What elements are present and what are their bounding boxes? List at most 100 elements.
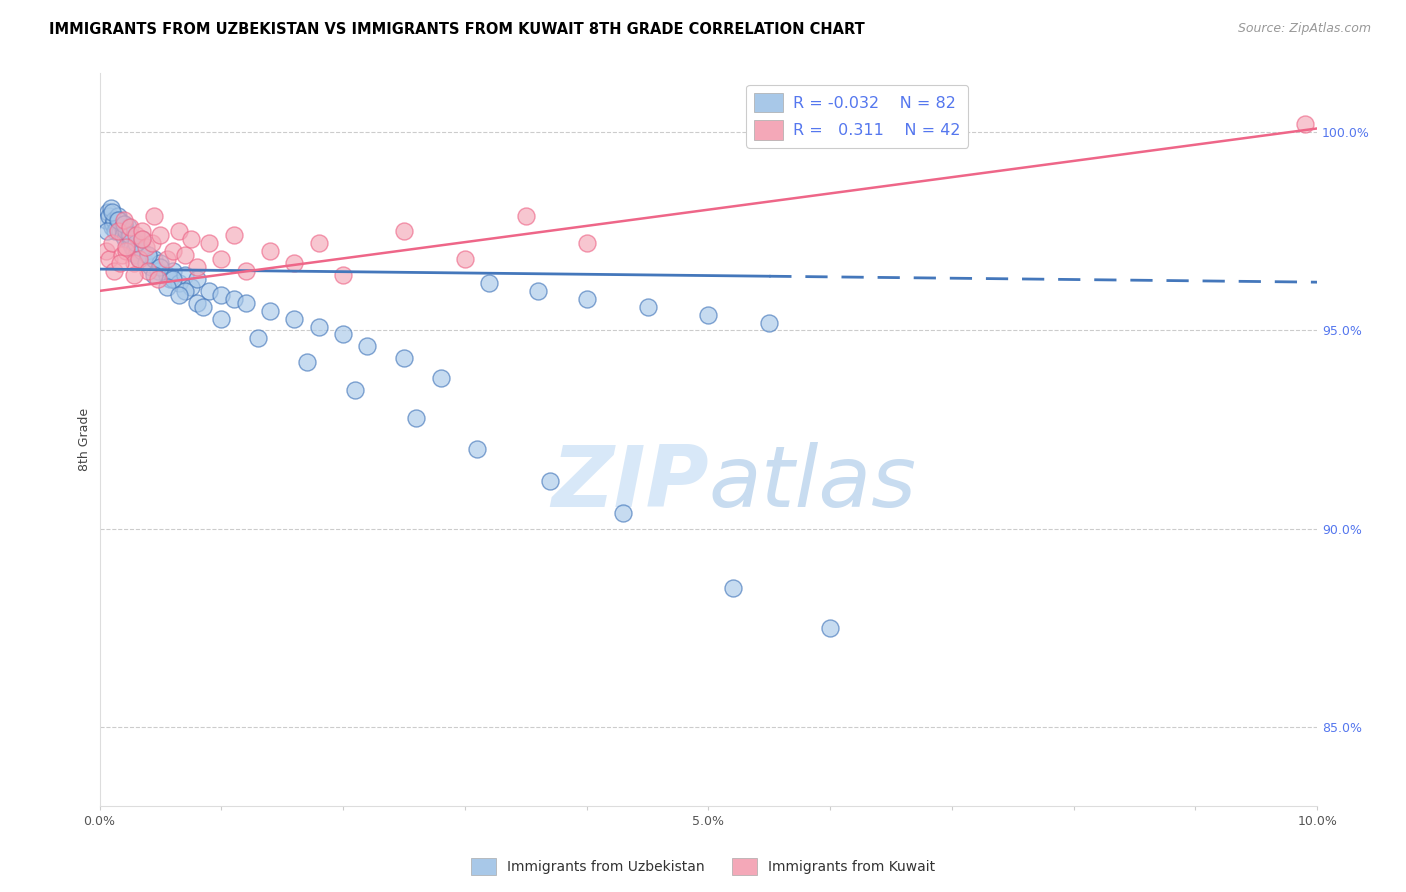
Point	[478, 276, 501, 290]
Text: Source: ZipAtlas.com: Source: ZipAtlas.com	[1237, 22, 1371, 36]
Point	[98, 252, 121, 267]
Point	[159, 272, 181, 286]
Point	[405, 410, 427, 425]
Point	[162, 264, 184, 278]
Point	[465, 442, 488, 457]
Point	[173, 268, 195, 282]
Point	[136, 264, 159, 278]
Point	[332, 268, 354, 282]
Point	[136, 248, 159, 262]
Point	[112, 217, 135, 231]
Point	[118, 228, 141, 243]
Point	[103, 264, 125, 278]
Point	[108, 212, 131, 227]
Point	[101, 217, 124, 231]
Point	[191, 300, 214, 314]
Point	[429, 371, 451, 385]
Point	[149, 260, 172, 274]
Point	[246, 331, 269, 345]
Point	[209, 288, 232, 302]
Point	[135, 256, 157, 270]
Point	[167, 288, 190, 302]
Point	[186, 272, 208, 286]
Text: ZIP: ZIP	[551, 442, 709, 524]
Point	[308, 319, 330, 334]
Point	[295, 355, 318, 369]
Point	[131, 224, 153, 238]
Point	[575, 292, 598, 306]
Text: atlas: atlas	[709, 442, 917, 524]
Point	[527, 284, 550, 298]
Text: IMMIGRANTS FROM UZBEKISTAN VS IMMIGRANTS FROM KUWAIT 8TH GRADE CORRELATION CHART: IMMIGRANTS FROM UZBEKISTAN VS IMMIGRANTS…	[49, 22, 865, 37]
Point	[235, 264, 257, 278]
Point	[758, 316, 780, 330]
Point	[637, 300, 659, 314]
Point	[356, 339, 378, 353]
Point	[115, 240, 138, 254]
Point	[111, 228, 134, 243]
Point	[101, 236, 124, 251]
Point	[162, 272, 184, 286]
Point	[173, 248, 195, 262]
Legend: R = -0.032    N = 82, R =   0.311    N = 42: R = -0.032 N = 82, R = 0.311 N = 42	[747, 85, 969, 147]
Point	[122, 268, 145, 282]
Point	[110, 248, 132, 262]
Point	[721, 581, 744, 595]
Point	[155, 252, 177, 267]
Point	[162, 244, 184, 259]
Point	[101, 220, 124, 235]
Point	[186, 295, 208, 310]
Legend: Immigrants from Uzbekistan, Immigrants from Kuwait: Immigrants from Uzbekistan, Immigrants f…	[465, 853, 941, 880]
Point	[94, 244, 117, 259]
Point	[110, 220, 132, 235]
Point	[120, 232, 142, 246]
Point	[115, 224, 138, 238]
Point	[104, 224, 127, 238]
Point	[122, 256, 145, 270]
Point	[392, 351, 415, 366]
Point	[283, 311, 305, 326]
Point	[155, 280, 177, 294]
Point	[136, 248, 159, 262]
Point	[209, 311, 232, 326]
Point	[118, 228, 141, 243]
Point	[97, 204, 120, 219]
Point	[198, 236, 221, 251]
Point	[167, 224, 190, 238]
Point	[100, 201, 122, 215]
Point	[180, 232, 202, 246]
Point	[139, 260, 162, 274]
Point	[96, 224, 118, 238]
Point	[131, 232, 153, 246]
Point	[128, 252, 150, 267]
Point	[173, 284, 195, 298]
Point	[538, 474, 561, 488]
Point	[107, 209, 129, 223]
Point	[167, 276, 190, 290]
Point	[125, 248, 148, 262]
Point	[818, 621, 841, 635]
Point	[344, 383, 367, 397]
Point	[114, 232, 136, 246]
Point	[112, 212, 135, 227]
Point	[112, 217, 135, 231]
Point	[131, 244, 153, 259]
Point	[149, 256, 172, 270]
Point	[146, 272, 169, 286]
Point	[94, 212, 117, 227]
Point	[121, 240, 143, 254]
Point	[143, 252, 166, 267]
Point	[392, 224, 415, 238]
Point	[125, 236, 148, 251]
Point	[131, 232, 153, 246]
Point	[515, 209, 537, 223]
Point	[259, 303, 281, 318]
Point	[141, 236, 163, 251]
Point	[180, 280, 202, 294]
Point	[143, 268, 166, 282]
Point	[103, 212, 125, 227]
Point	[125, 228, 148, 243]
Point	[575, 236, 598, 251]
Point	[98, 209, 121, 223]
Point	[105, 220, 128, 235]
